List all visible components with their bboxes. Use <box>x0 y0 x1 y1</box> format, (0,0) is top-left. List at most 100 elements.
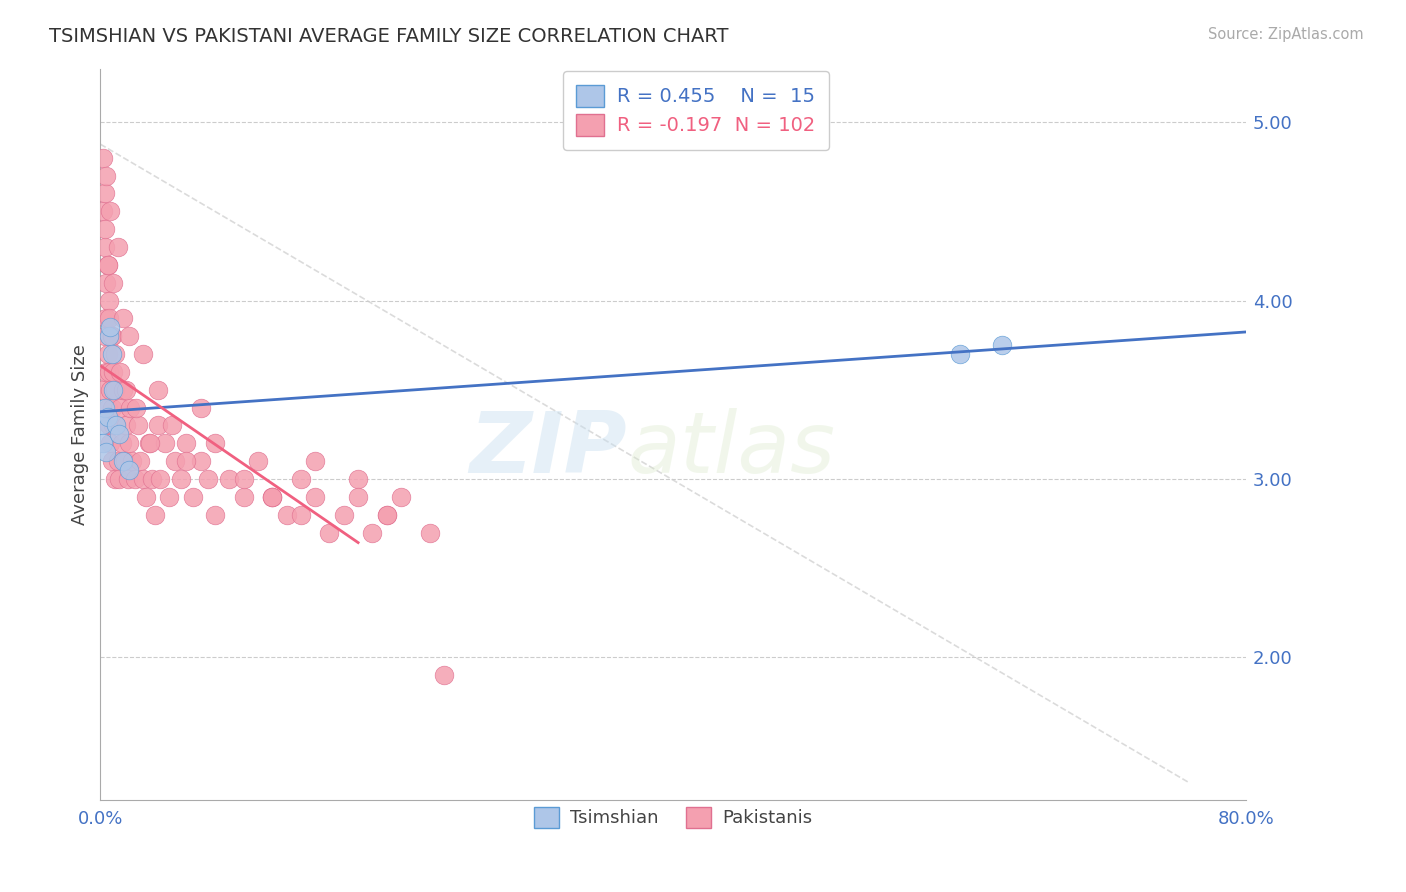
Point <box>90 383 112 397</box>
Point <box>93 401 115 415</box>
Point <box>100 383 122 397</box>
Point <box>120 401 142 415</box>
Point <box>347 490 370 504</box>
Point <box>232 472 254 486</box>
Point <box>103 418 125 433</box>
Point <box>290 472 312 486</box>
Point <box>204 436 226 450</box>
Point <box>991 338 1014 352</box>
Point <box>103 276 125 290</box>
Point <box>262 490 284 504</box>
Point <box>124 472 146 486</box>
Point <box>103 383 125 397</box>
Point <box>114 454 136 468</box>
Point <box>190 454 212 468</box>
Text: TSIMSHIAN VS PAKISTANI AVERAGE FAMILY SIZE CORRELATION CHART: TSIMSHIAN VS PAKISTANI AVERAGE FAMILY SI… <box>49 27 728 45</box>
Point <box>94 169 117 183</box>
Point <box>163 454 186 468</box>
Point <box>183 490 205 504</box>
Point <box>90 418 112 433</box>
Point <box>100 320 122 334</box>
Point <box>108 427 131 442</box>
Point <box>104 383 127 397</box>
Point <box>160 418 183 433</box>
Point <box>433 668 456 682</box>
Point <box>948 347 970 361</box>
Point <box>149 472 172 486</box>
Point <box>112 311 135 326</box>
Point <box>105 418 128 433</box>
Point <box>111 436 134 450</box>
Point <box>93 186 115 201</box>
Point <box>153 436 176 450</box>
Point <box>97 329 120 343</box>
Point <box>232 490 254 504</box>
Point <box>190 401 212 415</box>
Point <box>141 472 163 486</box>
Point <box>117 472 139 486</box>
Point <box>146 418 169 433</box>
Text: atlas: atlas <box>627 408 835 491</box>
Point <box>104 472 127 486</box>
Point <box>97 418 120 433</box>
Point <box>118 329 141 343</box>
Point <box>96 401 118 415</box>
Point <box>91 204 114 219</box>
Point <box>169 472 191 486</box>
Point <box>110 365 132 379</box>
Point <box>108 472 131 486</box>
Point <box>93 222 115 236</box>
Legend: Tsimshian, Pakistanis: Tsimshian, Pakistanis <box>527 800 820 835</box>
Point <box>107 240 129 254</box>
Point <box>127 418 149 433</box>
Point <box>105 418 128 433</box>
Point <box>146 383 169 397</box>
Point <box>94 311 117 326</box>
Point <box>93 240 115 254</box>
Point <box>262 490 284 504</box>
Point <box>115 418 138 433</box>
Point <box>97 311 120 326</box>
Y-axis label: Average Family Size: Average Family Size <box>72 344 89 524</box>
Point <box>139 436 162 450</box>
Point <box>129 454 152 468</box>
Point <box>246 454 269 468</box>
Text: Source: ZipAtlas.com: Source: ZipAtlas.com <box>1208 27 1364 42</box>
Point <box>218 472 240 486</box>
Point <box>94 365 117 379</box>
Point <box>96 258 118 272</box>
Point <box>110 401 132 415</box>
Point <box>94 445 117 459</box>
Point <box>96 258 118 272</box>
Point <box>375 508 398 522</box>
Point <box>104 347 127 361</box>
Point <box>115 383 138 397</box>
Point <box>375 508 398 522</box>
Point <box>112 454 135 468</box>
Point <box>107 454 129 468</box>
Point <box>91 436 114 450</box>
Point <box>204 508 226 522</box>
Point <box>174 454 197 468</box>
Point <box>91 151 114 165</box>
Point <box>138 436 160 450</box>
Point <box>121 454 143 468</box>
Point <box>118 463 141 477</box>
Point <box>262 490 284 504</box>
Point <box>97 365 120 379</box>
Point <box>118 436 141 450</box>
Point <box>94 276 117 290</box>
Text: ZIP: ZIP <box>470 408 627 491</box>
Point <box>112 383 135 397</box>
Point <box>101 329 124 343</box>
Point <box>101 347 124 361</box>
Point <box>100 204 122 219</box>
Point <box>157 490 180 504</box>
Point <box>96 409 118 424</box>
Point <box>100 436 122 450</box>
Point <box>290 508 312 522</box>
Point <box>304 490 326 504</box>
Point <box>389 490 412 504</box>
Point <box>318 525 340 540</box>
Point <box>197 472 219 486</box>
